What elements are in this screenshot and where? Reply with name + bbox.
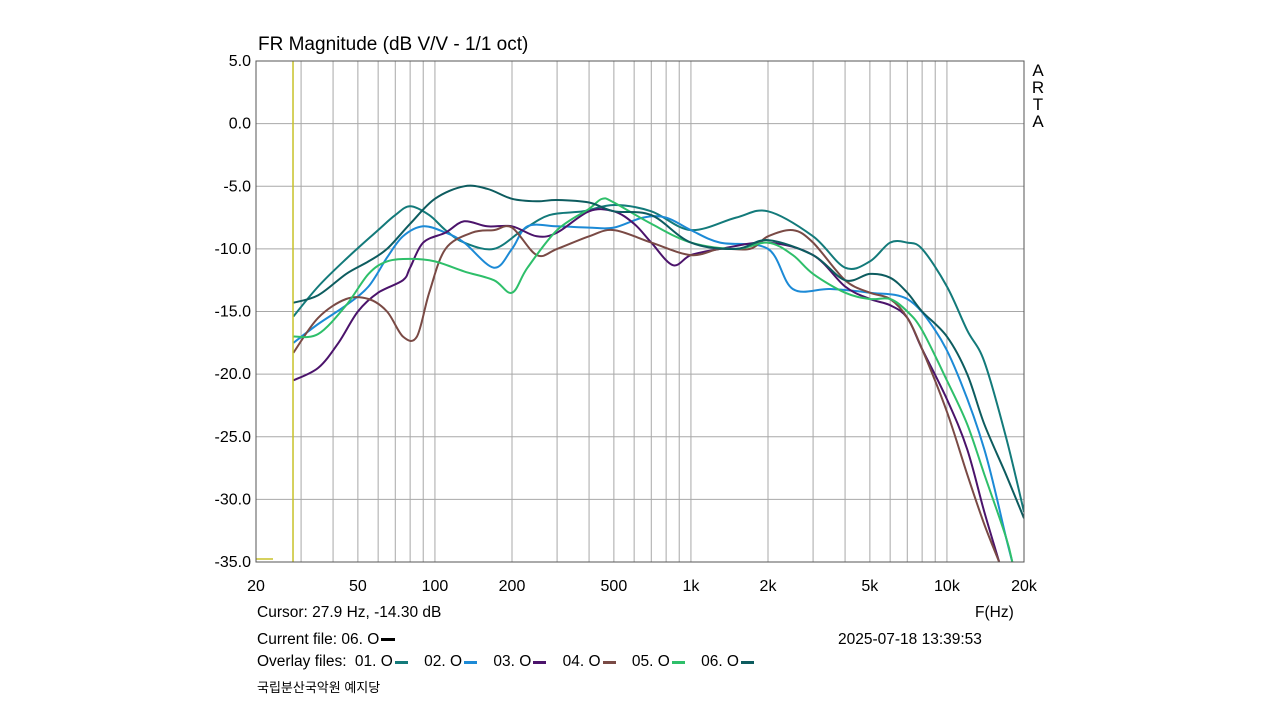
overlay-legend: Overlay files: 01. O 02. O 03. O 04. O 0… bbox=[257, 653, 766, 671]
watermark-letter: A bbox=[1032, 112, 1044, 131]
y-tick-label: -35.0 bbox=[215, 554, 252, 571]
x-axis-unit: F(Hz) bbox=[975, 604, 1014, 621]
legend-item-name: 04. O bbox=[562, 653, 601, 670]
y-tick-label: -30.0 bbox=[215, 491, 252, 508]
x-tick-label: 2k bbox=[760, 578, 778, 595]
timestamp: 2025-07-18 13:39:53 bbox=[838, 631, 982, 648]
legend-swatch bbox=[741, 660, 754, 664]
cursor-readout: Cursor: 27.9 Hz, -14.30 dB bbox=[257, 604, 442, 621]
x-tick-label: 100 bbox=[422, 578, 449, 595]
watermark-letter: T bbox=[1032, 95, 1044, 114]
watermark-letter: R bbox=[1031, 78, 1045, 97]
series-line bbox=[293, 197, 1014, 562]
legend-item-name: 06. O bbox=[701, 653, 739, 670]
series-line bbox=[293, 184, 1024, 519]
series-line bbox=[292, 225, 1001, 562]
x-tick-label: 10k bbox=[934, 578, 961, 595]
legend-swatch bbox=[394, 660, 408, 664]
tick-labels: 5.0 0.0 -5.0 -10.0 -15.0 -20.0 -25.0 -30.0 -35.0… bbox=[215, 53, 1038, 595]
chart-title: FR Magnitude (dB V/V - 1/1 oct) bbox=[258, 34, 528, 55]
venue-label: 국립분산국악원 예지당 bbox=[257, 680, 381, 695]
legend-swatch bbox=[671, 660, 685, 664]
legend-item-name: 02. O bbox=[424, 653, 463, 670]
x-tick-label: 20k bbox=[1011, 578, 1038, 595]
series-line bbox=[292, 215, 1014, 562]
y-tick-label: -25.0 bbox=[215, 429, 252, 446]
y-tick-label: -15.0 bbox=[215, 304, 252, 321]
x-tick-label: 200 bbox=[499, 578, 526, 595]
x-tick-label: 500 bbox=[601, 578, 628, 595]
legend-item-name: 05. O bbox=[631, 653, 670, 670]
x-tick-label: 20 bbox=[247, 578, 265, 595]
grid bbox=[255, 60, 1025, 563]
y-tick-label: -10.0 bbox=[215, 241, 252, 258]
plot-frame bbox=[255, 60, 1025, 563]
current-file-label: Current file: 06. O bbox=[257, 631, 380, 648]
current-file-swatch bbox=[381, 638, 396, 642]
legend-swatch bbox=[533, 660, 547, 664]
legend-item-name: 01. O bbox=[354, 653, 393, 670]
x-tick-label: 1k bbox=[682, 578, 700, 595]
legend-item-name: 03. O bbox=[493, 653, 532, 670]
legend-swatch bbox=[602, 660, 616, 664]
current-file: Current file: 06. O bbox=[257, 631, 396, 649]
arta-watermark: A R T A bbox=[1031, 62, 1045, 130]
series-line bbox=[292, 204, 1024, 513]
legend-swatch bbox=[464, 660, 478, 664]
y-tick-label: 5.0 bbox=[229, 53, 251, 70]
y-tick-label: -5.0 bbox=[223, 178, 251, 195]
series-line bbox=[292, 208, 1001, 562]
y-tick-label: -20.0 bbox=[215, 366, 252, 383]
x-tick-label: 50 bbox=[349, 578, 367, 595]
overlay-label: Overlay files: bbox=[257, 653, 347, 670]
cursor-group bbox=[256, 61, 294, 562]
y-tick-label: 0.0 bbox=[229, 116, 251, 133]
series-group bbox=[292, 184, 1024, 562]
watermark-letter: A bbox=[1032, 61, 1044, 80]
x-tick-label: 5k bbox=[861, 578, 879, 595]
